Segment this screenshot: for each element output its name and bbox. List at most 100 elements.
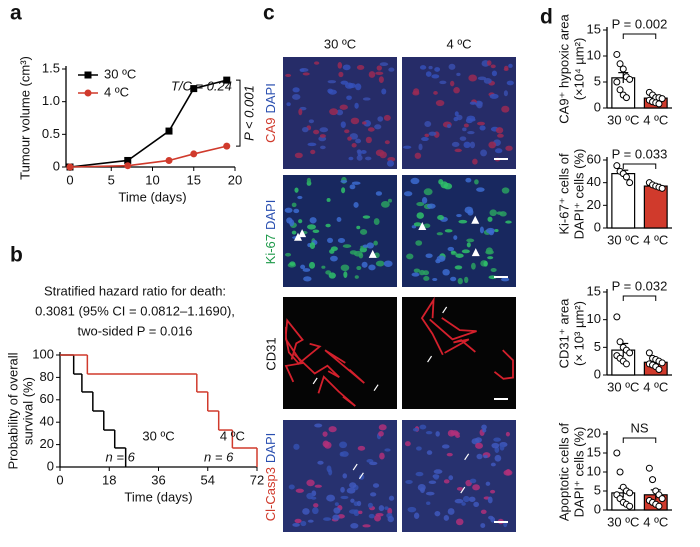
cell — [464, 276, 469, 284]
cell — [340, 121, 346, 128]
cell — [378, 76, 384, 84]
cell — [293, 208, 300, 214]
x-axis-label: Time (days) — [118, 189, 186, 204]
data-point — [622, 94, 630, 102]
cell — [455, 518, 464, 526]
cell — [362, 97, 371, 101]
cell — [320, 145, 326, 150]
cell — [367, 502, 373, 508]
cell — [472, 484, 480, 491]
y-axis-label: Ki-67⁺ cells of — [556, 153, 571, 235]
chart-title: two-sided P = 0.016 — [77, 323, 192, 338]
cell — [340, 451, 349, 457]
x-tick-label: 30 ºC — [607, 232, 639, 247]
cell — [407, 506, 417, 513]
cell — [455, 253, 464, 258]
cell — [297, 195, 303, 200]
cell — [450, 80, 455, 87]
cell — [375, 513, 384, 517]
cell — [483, 78, 492, 84]
row-label: CD31 — [263, 337, 278, 370]
y-axis-label: Tumour volume (cm³) — [17, 56, 32, 180]
cell — [477, 76, 487, 81]
annotation: T/C = 0.24 — [171, 78, 232, 93]
cell — [339, 441, 348, 449]
cell — [322, 431, 328, 437]
cell — [292, 87, 300, 93]
y-tick-label: 40 — [587, 174, 601, 189]
cell — [374, 124, 382, 130]
cell — [369, 461, 378, 466]
cell — [506, 80, 514, 86]
marker — [223, 142, 231, 150]
cell — [471, 262, 476, 270]
cell — [303, 276, 312, 282]
cell — [475, 442, 483, 449]
cell — [328, 272, 336, 279]
cell — [361, 261, 368, 268]
cell — [505, 220, 512, 224]
cell — [491, 442, 500, 449]
cell — [291, 202, 297, 208]
cell — [349, 250, 358, 255]
cell — [491, 70, 498, 77]
cell — [456, 114, 463, 121]
cell — [379, 151, 387, 159]
cell — [299, 68, 305, 72]
data-point — [626, 75, 634, 83]
cell — [378, 424, 387, 431]
cell — [476, 101, 483, 109]
cell — [505, 145, 513, 151]
y-tick-label: 5 — [594, 73, 601, 88]
cell — [443, 514, 450, 521]
data-point — [622, 173, 630, 181]
cell — [366, 242, 375, 249]
y-axis-label: Apoptotic cells of — [556, 422, 571, 521]
stain-label: DAPI — [263, 200, 278, 230]
cell — [451, 141, 460, 147]
y-axis-label: DAPI⁺ cells (%) — [571, 427, 586, 518]
cell — [351, 143, 357, 148]
cell — [479, 125, 486, 131]
cell — [464, 206, 474, 214]
cell — [497, 133, 504, 138]
cell — [313, 129, 320, 135]
cell — [412, 427, 419, 432]
cell — [505, 431, 510, 437]
cell — [435, 431, 440, 437]
cell — [301, 126, 309, 133]
data-point — [613, 50, 621, 58]
cell — [336, 216, 342, 222]
cell — [424, 120, 432, 127]
x-tick-label: 4 ºC — [643, 112, 668, 127]
cell — [426, 501, 431, 505]
cell — [433, 91, 438, 95]
cell — [360, 150, 367, 154]
cell — [428, 65, 433, 70]
cell — [483, 454, 488, 459]
data-point — [658, 359, 666, 367]
bracket — [622, 33, 657, 39]
cell — [375, 71, 384, 75]
data-point — [626, 349, 634, 357]
cell — [493, 437, 501, 442]
cell — [295, 488, 304, 493]
cell — [499, 444, 505, 451]
x-tick-label: 30 ºC — [607, 379, 639, 394]
cell — [402, 145, 412, 149]
cell — [340, 264, 350, 272]
cell — [500, 277, 510, 282]
arrow — [442, 306, 448, 314]
cell — [453, 87, 460, 94]
cell — [434, 511, 441, 517]
cell — [426, 450, 433, 455]
cell — [411, 225, 417, 229]
cell — [458, 219, 468, 224]
cell — [501, 187, 510, 194]
n-label: n = 6 — [106, 449, 136, 464]
series-label: 30 ºC — [142, 428, 174, 443]
cell — [379, 452, 385, 460]
cell — [338, 71, 344, 78]
cell — [298, 219, 303, 224]
cell — [480, 149, 488, 157]
